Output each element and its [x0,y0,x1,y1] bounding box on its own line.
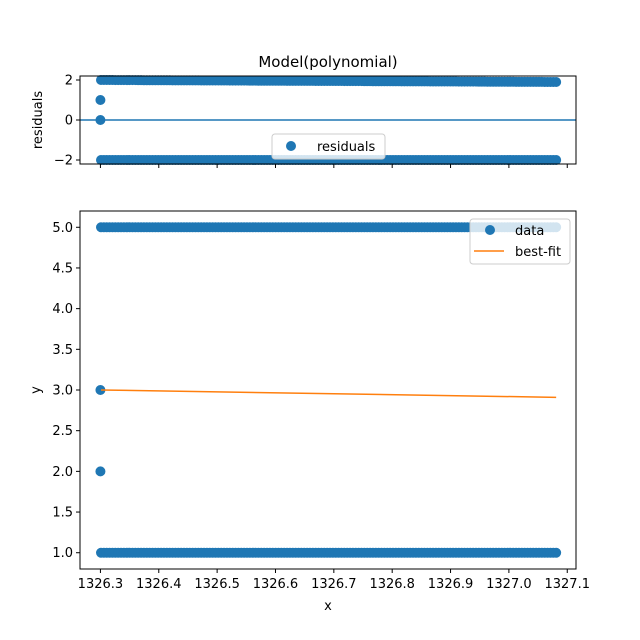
fit-isolated-point [95,385,106,395]
fit-x-tick-label: 1326.5 [194,577,240,592]
fit-x-tick-label: 1326.6 [253,577,299,592]
fit-x-tick-label: 1326.3 [78,577,124,592]
fit-x-axis-label: x [324,599,332,614]
residuals-x-ticks [99,164,568,168]
best-fit-line [100,389,557,399]
residuals-legend-label: residuals [317,140,376,155]
fit-y-tick-label: 2.0 [52,465,73,480]
fit-y-tick-label: 2.5 [52,424,73,439]
fit-x-tick-label: 1327.1 [544,577,590,592]
fit-legend-bestfit-label: best-fit [515,245,561,260]
fit-y-tick-label: 1.0 [52,546,73,561]
fit-x-tick-label: 1326.8 [369,577,415,592]
fit-x-tick-label: 1326.9 [428,577,474,592]
fit-y-tick-label: 4.5 [52,261,73,276]
fit-isolated-point [95,466,106,477]
fit-x-tick-label: 1326.7 [311,577,357,592]
residuals-panel: Model(polynomial) −2 0 2 residuals residua… [31,53,577,169]
fit-legend-box [469,218,571,265]
fit-y-tick-label: 3.0 [52,384,73,399]
data-points [95,222,562,558]
fit-panel: 1.0 1.5 2.0 2.5 3.0 3.5 4.0 4.5 5.0 1326.3 1326.4… [29,210,590,614]
fit-y-tick-label: 5.0 [52,221,73,236]
residuals-legend-box [271,133,386,160]
fit-legend: data best-fit [469,218,571,265]
residuals-y-axis-label: residuals [31,91,46,150]
fit-y-axis-label: y [29,386,44,394]
fit-x-ticks: 1326.3 1326.4 1326.5 1326.6 1326.7 1326.8 1326… [78,569,590,592]
residuals-y-ticks: −2 0 2 [54,74,80,169]
residuals-legend-marker [286,141,296,151]
chart-title: Model(polynomial) [258,53,397,71]
fit-y-tick-label: 1.5 [52,506,73,521]
fit-x-tick-label: 1326.4 [136,577,182,592]
fit-y-tick-label: 3.5 [52,343,73,358]
residuals-y-tick-label: −2 [54,154,73,169]
residuals-y-tick-label: 2 [65,74,73,89]
fit-lower-point [551,547,562,558]
residuals-legend: residuals [271,133,386,160]
fit-y-ticks: 1.0 1.5 2.0 2.5 3.0 3.5 4.0 4.5 5.0 [52,221,80,561]
fit-y-tick-label: 4.0 [52,302,73,317]
residuals-upper-point [551,77,562,87]
residuals-lower-point [551,155,562,165]
fit-legend-data-label: data [515,224,544,239]
residuals-y-tick-label: 0 [65,114,73,129]
residuals-isolated-point [95,95,106,105]
fit-x-tick-label: 1327.0 [486,577,532,592]
fit-legend-data-marker [485,225,495,235]
